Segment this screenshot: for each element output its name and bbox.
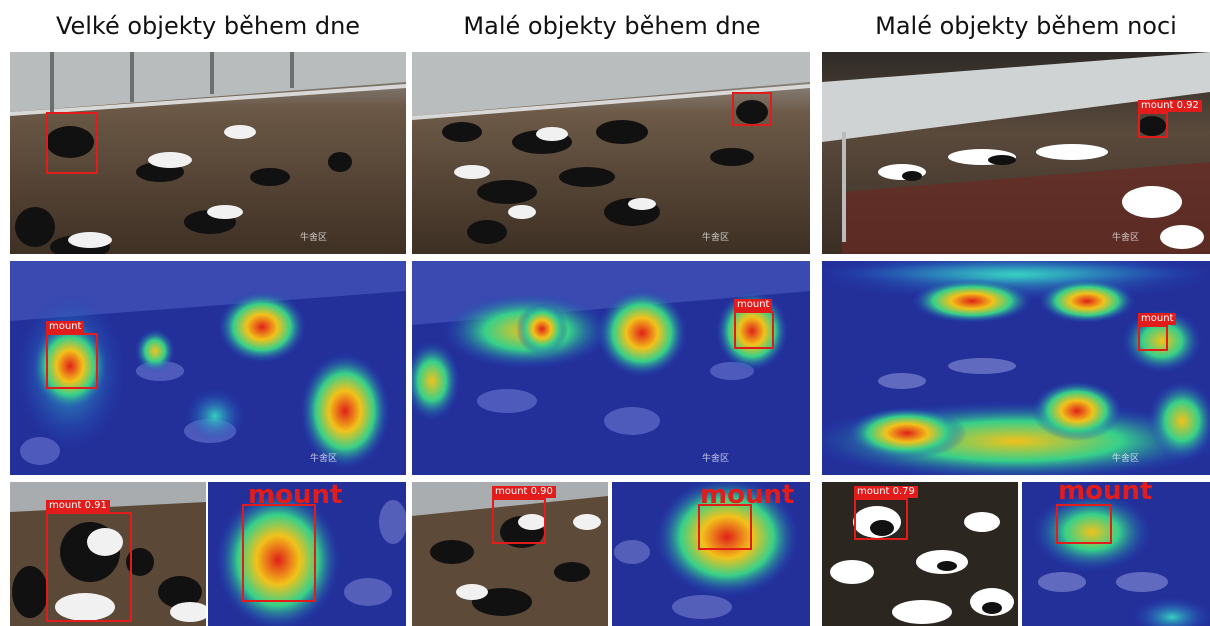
attention-heatmap-image — [412, 261, 810, 475]
attention-heatmap-image — [208, 482, 406, 626]
detection-box: mount — [1138, 313, 1177, 351]
detection-label: mount 0.92 — [1138, 100, 1202, 112]
photo-small-night: mount 0.92 牛舍区 — [822, 52, 1210, 254]
crop-heatmap-small-night: mount — [1022, 482, 1210, 626]
barn-photo-image — [412, 482, 608, 626]
crop-heatmap-small-day: mount — [612, 482, 810, 626]
detection-label: mount — [1138, 313, 1177, 325]
detection-box — [732, 92, 772, 126]
detection-box: mount — [46, 321, 98, 389]
crop-photo-small-day: mount 0.90 — [412, 482, 608, 626]
watermark: 牛舍区 — [702, 233, 730, 243]
watermark: 牛舍区 — [1112, 233, 1140, 243]
photo-small-day: 牛舍区 — [412, 52, 810, 254]
heatmap-large-day: mount 牛舍区 — [10, 261, 406, 475]
detection-label: mount 0.91 — [46, 500, 110, 512]
detection-box: mount 0.91 — [46, 500, 132, 622]
column-title-small-night: Malé objekty během noci — [875, 12, 1177, 40]
barn-photo-image — [10, 52, 406, 254]
barn-photo-image — [412, 52, 810, 254]
attention-heatmap-image — [612, 482, 810, 626]
crop-photo-large-day: mount 0.91 — [10, 482, 206, 626]
detection-label: mount 0.90 — [492, 486, 556, 498]
heatmap-small-night: mount 牛舍区 — [822, 261, 1210, 475]
detection-box — [46, 112, 98, 174]
watermark: 牛舍区 — [1112, 454, 1140, 464]
detection-box — [698, 504, 752, 550]
detection-label: mount — [46, 321, 85, 333]
attention-heatmap-image — [10, 261, 406, 475]
mount-label: mount — [1058, 482, 1153, 506]
detection-label: mount — [734, 299, 773, 311]
detection-box — [242, 504, 316, 602]
detection-box: mount 0.92 — [1138, 100, 1202, 138]
watermark: 牛舍区 — [300, 233, 328, 243]
watermark: 牛舍区 — [310, 454, 338, 464]
detection-box: mount 0.90 — [492, 486, 556, 544]
attention-heatmap-image — [1022, 482, 1210, 626]
heatmap-small-day: mount 牛舍区 — [412, 261, 810, 475]
detection-box: mount 0.79 — [854, 486, 918, 540]
column-title-small-day: Malé objekty během dne — [463, 12, 761, 40]
photo-large-day: 牛舍区 — [10, 52, 406, 254]
crop-photo-small-night: mount 0.79 — [822, 482, 1018, 626]
detection-box — [1056, 504, 1112, 544]
barn-photo-image — [822, 482, 1018, 626]
barn-photo-image — [822, 52, 1210, 254]
watermark: 牛舍区 — [702, 454, 730, 464]
attention-heatmap-image — [822, 261, 1210, 475]
column-title-large-day: Velké objekty během dne — [55, 12, 361, 40]
detection-label: mount 0.79 — [854, 486, 918, 498]
detection-box: mount — [734, 299, 774, 349]
crop-heatmap-large-day: mount — [208, 482, 406, 626]
